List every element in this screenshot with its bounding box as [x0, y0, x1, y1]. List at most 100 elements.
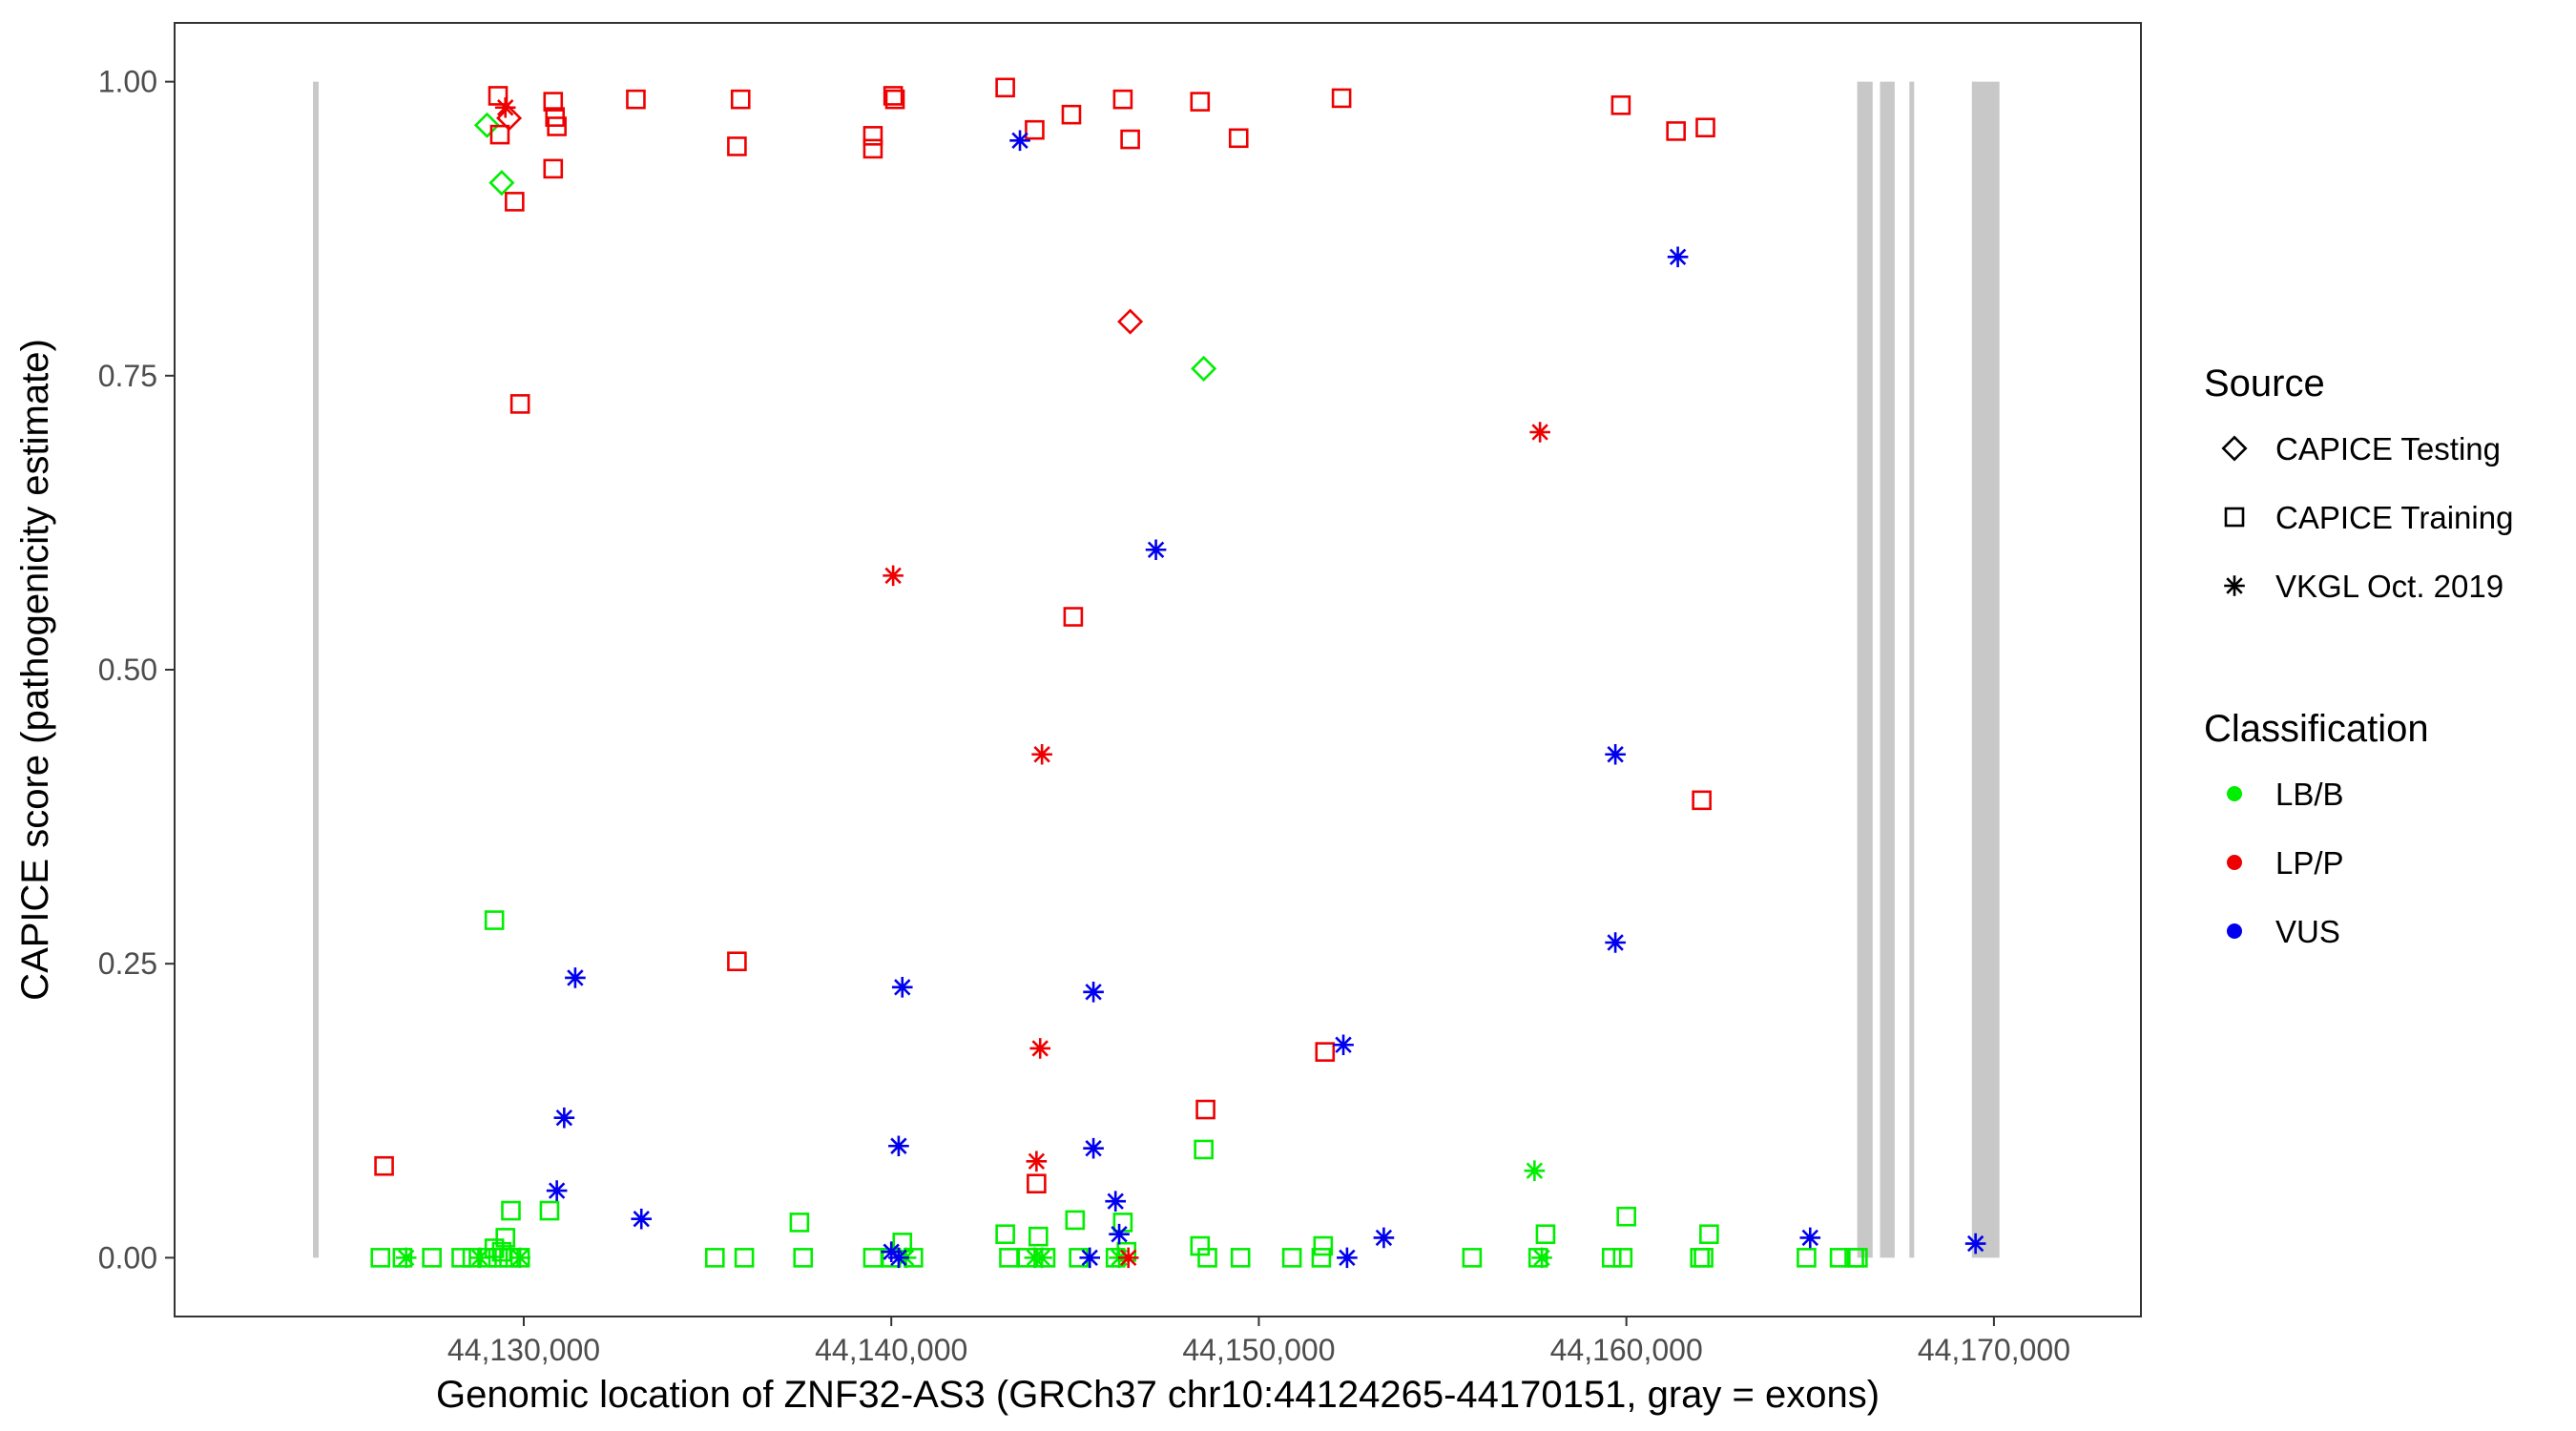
points-layer [370, 77, 1986, 1269]
legend-source-label: CAPICE Testing [2275, 431, 2501, 467]
legend-key-color [2227, 855, 2242, 870]
legend-key-asterisk [2224, 575, 2245, 596]
y-tick-label: 0.25 [98, 946, 157, 981]
x-axis-title: Genomic location of ZNF32-AS3 (GRCh37 ch… [436, 1374, 1880, 1416]
data-point-training [862, 126, 883, 146]
exons-layer [313, 81, 2000, 1258]
data-point-training [1313, 1235, 1334, 1256]
data-point-training [1462, 1248, 1483, 1268]
data-point-training [1699, 1224, 1719, 1245]
x-tick-label: 44,140,000 [815, 1333, 967, 1367]
data-point-testing [473, 112, 500, 138]
y-tick-label: 0.50 [98, 653, 157, 687]
data-point-vkgl [1009, 130, 1030, 152]
legend-key-color [2227, 786, 2242, 801]
data-point-vkgl [1029, 1038, 1051, 1059]
data-point-vkgl [1031, 743, 1052, 765]
legend-source-label: VKGL Oct. 2019 [2275, 569, 2503, 604]
data-point-vkgl [1026, 1151, 1048, 1172]
data-point-training [892, 1233, 913, 1253]
data-point-training [1065, 1210, 1086, 1231]
data-point-training [1331, 88, 1352, 109]
series-lbb [370, 112, 1868, 1269]
data-point-training [1848, 1248, 1868, 1268]
y-tick-label: 1.00 [98, 65, 157, 99]
data-point-training [883, 86, 904, 106]
y-tick-label: 0.00 [98, 1240, 157, 1275]
data-point-vkgl [494, 96, 516, 118]
data-point-training [422, 1248, 442, 1268]
data-point-vkgl [546, 1180, 568, 1201]
data-point-training [1797, 1248, 1817, 1268]
y-tick-label: 0.75 [98, 359, 157, 393]
data-point-training [1695, 117, 1715, 138]
data-point-training [1692, 790, 1712, 811]
data-point-training [495, 1228, 516, 1248]
data-point-training [539, 1200, 560, 1221]
data-point-training [1612, 1248, 1633, 1268]
x-axis: 44,130,000 44,140,000 44,150,000 44,160,000… [447, 1317, 2070, 1367]
data-point-training [484, 910, 505, 930]
data-point-training [505, 192, 525, 212]
data-point-training [734, 1248, 755, 1268]
data-point-testing [488, 170, 515, 197]
data-point-training [543, 92, 564, 112]
data-point-training [1061, 104, 1082, 125]
data-point-vkgl [1117, 1247, 1139, 1269]
data-point-vkgl [1109, 1223, 1130, 1245]
data-point-testing [1191, 355, 1217, 382]
exon-bar [1857, 81, 1873, 1258]
data-point-training [1190, 92, 1211, 112]
data-point-training [1027, 1173, 1047, 1194]
data-point-training [1311, 1248, 1332, 1268]
data-point-vkgl [509, 1247, 530, 1269]
data-point-vkgl [1964, 1233, 1986, 1255]
data-point-training [704, 1248, 725, 1268]
data-point-training [727, 136, 747, 156]
data-point-vkgl [1373, 1227, 1395, 1249]
data-point-vkgl [1145, 539, 1167, 561]
data-point-training [995, 77, 1015, 98]
data-point-training [1112, 89, 1133, 110]
exon-bar [1971, 81, 2000, 1258]
legend-key-diamond [2221, 435, 2248, 462]
data-point-training [884, 89, 905, 110]
data-point-vkgl [891, 977, 913, 998]
data-point-training [626, 89, 646, 110]
data-point-testing [1117, 308, 1144, 335]
data-point-vkgl [883, 565, 904, 587]
data-point-vkgl [1667, 246, 1689, 268]
data-point-training [1025, 119, 1045, 140]
data-point-training [1195, 1099, 1215, 1120]
series-vus [546, 130, 1986, 1269]
data-point-training [1535, 1224, 1556, 1245]
data-point-training [1693, 1248, 1714, 1268]
data-point-training [1197, 1248, 1217, 1268]
data-point-vkgl [1083, 1137, 1104, 1159]
data-point-vkgl [565, 967, 586, 988]
data-point-vkgl [1079, 1247, 1101, 1269]
data-point-training [1610, 94, 1631, 115]
data-point-vkgl [1605, 743, 1626, 765]
data-point-training [509, 394, 530, 414]
data-point-vkgl [1529, 422, 1550, 443]
data-point-vkgl [468, 1247, 490, 1269]
legend-class-title: Classification [2204, 708, 2429, 750]
series-lpp [374, 77, 1715, 1269]
legend-class-label: LB/B [2275, 777, 2344, 812]
data-point-training [501, 1200, 521, 1221]
data-point-training [730, 89, 751, 110]
legend-source-label: CAPICE Training [2275, 500, 2513, 535]
data-point-vkgl [1105, 1191, 1126, 1212]
data-point-training [789, 1213, 810, 1233]
data-point-training [488, 86, 509, 106]
data-point-training [547, 116, 567, 136]
data-point-training [1194, 1139, 1214, 1160]
data-point-training [491, 1241, 512, 1262]
legend: Source CAPICE Testing CAPICE Training VKGL… [2204, 363, 2513, 949]
data-point-vkgl [1337, 1247, 1358, 1269]
y-axis: 0.00 0.25 0.50 0.75 1.00 [98, 65, 175, 1275]
data-point-training [1120, 129, 1140, 150]
x-tick-label: 44,150,000 [1182, 1333, 1335, 1367]
